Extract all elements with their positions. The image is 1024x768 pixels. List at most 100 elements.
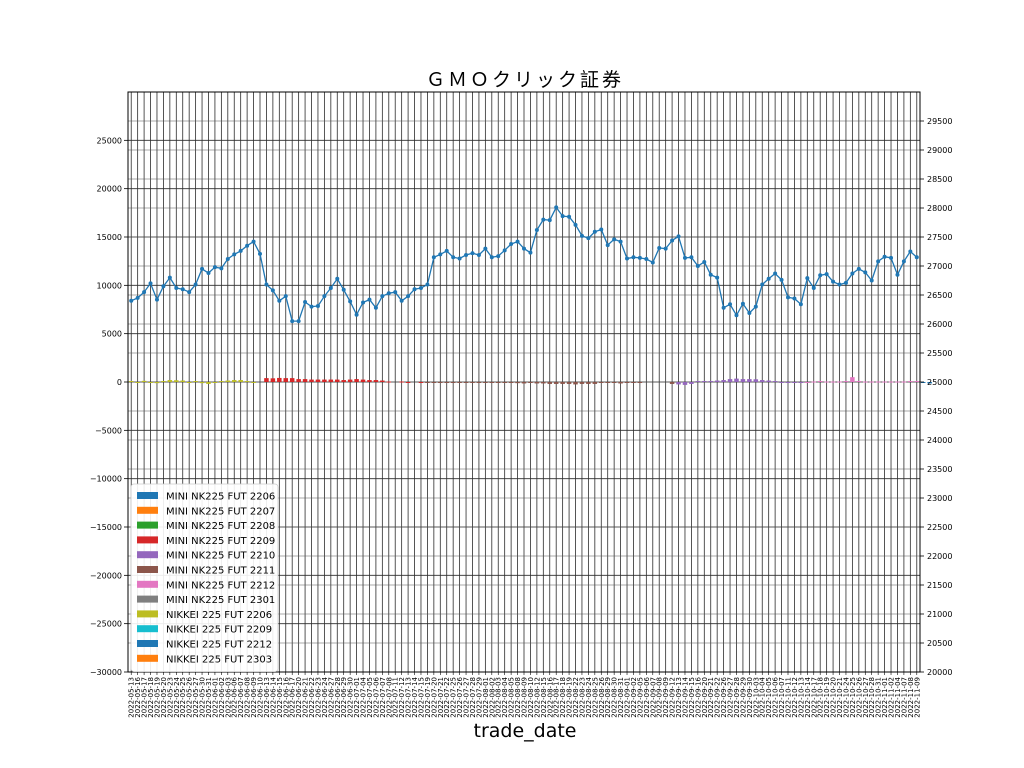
bar <box>251 382 256 383</box>
x-tick-label: 2022-10-17 <box>810 677 818 718</box>
x-tick-label: 2022-07-05 <box>366 677 374 718</box>
x-tick-label: 2022-10-21 <box>836 677 844 718</box>
bar <box>805 382 810 383</box>
price-point <box>367 297 372 302</box>
price-point <box>676 234 681 239</box>
x-tick-label: 2022-09-13 <box>675 677 683 718</box>
price-point <box>225 257 230 262</box>
price-point <box>753 304 758 309</box>
right-tick-label: 20500 <box>927 639 952 648</box>
bar <box>811 381 817 383</box>
x-tick-label: 2022-07-25 <box>450 677 458 718</box>
x-tick-label: 2022-05-20 <box>160 677 168 718</box>
bar <box>193 381 198 383</box>
left-tick-label: 25000 <box>97 136 122 145</box>
bar <box>199 382 205 384</box>
x-tick-label: 2022-11-02 <box>888 677 896 718</box>
x-tick-label: 2022-06-15 <box>276 677 284 718</box>
bar <box>431 382 437 383</box>
price-point <box>135 295 140 300</box>
bar <box>798 382 804 383</box>
bar <box>502 382 507 383</box>
price-point <box>605 243 610 248</box>
x-tick-label: 2022-09-06 <box>643 676 651 717</box>
left-tick-label: 15000 <box>97 233 122 242</box>
price-point <box>335 276 340 281</box>
bar <box>599 382 604 383</box>
bar <box>579 382 585 384</box>
right-tick-label: 24000 <box>927 436 952 445</box>
x-tick-label: 2022-09-12 <box>669 677 677 718</box>
x-tick-label: 2022-06-01 <box>211 677 219 718</box>
bar <box>450 382 456 383</box>
x-tick-label: 2022-08-30 <box>611 677 619 718</box>
bar <box>637 382 643 383</box>
price-point <box>451 255 456 260</box>
legend-item-label: MINI NK225 FUT 2301 <box>166 595 275 606</box>
x-tick-label: 2022-10-06 <box>772 676 780 717</box>
bar <box>315 379 321 382</box>
x-tick-label: 2022-07-06 <box>372 676 380 717</box>
legend-item-label: MINI NK225 FUT 2207 <box>166 506 275 517</box>
bar <box>759 380 765 382</box>
bar <box>734 378 739 382</box>
price-point <box>418 286 423 291</box>
price-point <box>476 252 481 257</box>
x-tick-label: 2022-11-07 <box>900 677 908 718</box>
x-tick-label: 2022-07-29 <box>475 677 483 718</box>
x-tick-label: 2022-07-19 <box>424 677 432 718</box>
x-tick-label: 2022-05-24 <box>173 676 181 717</box>
x-tick-label: 2022-10-04 <box>759 676 767 717</box>
legend-item-label: NIKKEI 225 FUT 2209 <box>166 625 272 636</box>
x-tick-label: 2022-09-08 <box>656 677 664 718</box>
right-tick-label: 29500 <box>927 117 952 126</box>
left-tick-label: 0 <box>117 378 122 387</box>
x-tick-label: 2022-08-10 <box>527 677 535 718</box>
bar <box>322 379 327 382</box>
price-point <box>193 282 198 287</box>
bar <box>669 382 675 384</box>
x-axis-label: trade_date <box>474 720 577 742</box>
x-tick-label: 2022-10-27 <box>862 677 870 718</box>
price-point <box>625 256 630 261</box>
price-point <box>470 251 475 256</box>
price-point <box>773 271 778 276</box>
x-tick-label: 2022-08-09 <box>521 677 529 718</box>
bar <box>766 380 771 382</box>
bar <box>135 382 140 383</box>
bar <box>521 382 527 384</box>
x-tick-label: 2022-10-05 <box>765 677 773 718</box>
bar <box>515 382 520 384</box>
price-point <box>283 294 288 299</box>
x-tick-label: 2022-10-11 <box>785 677 793 718</box>
x-tick-label: 2022-07-01 <box>353 677 361 718</box>
x-tick-label: 2022-08-08 <box>514 677 522 718</box>
x-tick-label: 2022-05-19 <box>153 677 161 718</box>
x-tick-label: 2022-08-29 <box>604 677 612 718</box>
bar <box>528 382 533 383</box>
x-tick-label: 2022-10-28 <box>868 677 876 718</box>
legend-swatch <box>137 551 158 559</box>
x-tick-label: 2022-11-04 <box>894 676 902 717</box>
bar <box>399 381 404 383</box>
price-point <box>399 298 404 303</box>
bar <box>882 381 887 383</box>
price-point <box>850 271 855 276</box>
bar <box>128 381 134 383</box>
right-tick-label: 22000 <box>927 552 952 561</box>
price-point <box>644 257 649 262</box>
bar <box>167 380 173 382</box>
x-tick-label: 2022-09-20 <box>701 677 709 718</box>
price-point <box>760 282 765 287</box>
bar <box>676 382 681 385</box>
bar <box>386 381 392 383</box>
right-tick-label: 21500 <box>927 581 952 590</box>
price-point <box>341 287 346 292</box>
bar <box>901 381 907 383</box>
x-tick-label: 2022-10-31 <box>875 677 883 718</box>
x-tick-label: 2022-07-08 <box>385 677 393 718</box>
bar <box>270 378 276 382</box>
bar <box>438 382 443 383</box>
price-point <box>824 272 829 277</box>
left-tick-label: −10000 <box>90 475 122 484</box>
